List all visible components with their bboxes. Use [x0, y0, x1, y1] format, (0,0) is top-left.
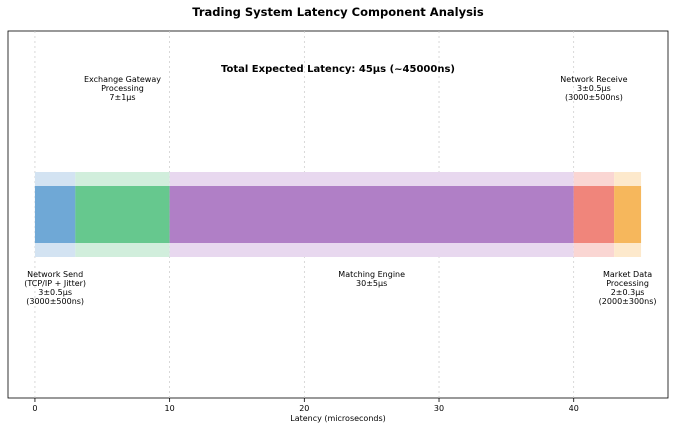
tick-label-30: 30 — [434, 404, 444, 413]
total-latency-annotation: Total Expected Latency: 45μs (~45000ns) — [221, 64, 455, 75]
latency-bars — [34, 186, 642, 243]
tick-label-0: 0 — [32, 404, 37, 413]
x-axis-ticks: 0 10 20 30 40 — [32, 398, 579, 413]
bar-market-data-processing — [614, 186, 642, 243]
bar-exchange-gateway-processing — [75, 186, 170, 243]
plot-frame — [7, 30, 669, 399]
bar-network-send — [34, 186, 76, 243]
tick-label-40: 40 — [569, 404, 579, 413]
bar-network-receive — [573, 186, 615, 243]
label-exchange-gateway-processing: Exchange Gateway Processing 7±1μs — [84, 75, 161, 102]
gridlines — [34, 31, 575, 398]
chart-title: Trading System Latency Component Analysi… — [192, 5, 484, 19]
label-network-send: Network Send (TCP/IP + Jitter) 3±0.5μs (300… — [24, 270, 86, 306]
tick-label-10: 10 — [165, 404, 175, 413]
label-network-receive: Network Receive 3±0.5μs (3000±500ns) — [560, 75, 627, 102]
bar-matching-engine — [169, 186, 574, 243]
label-matching-engine: Matching Engine 30±5μs — [338, 270, 405, 288]
x-axis-label: Latency (microseconds) — [290, 414, 386, 423]
component-labels: Network Send (TCP/IP + Jitter) 3±0.5μs (300… — [24, 75, 656, 306]
tick-label-20: 20 — [299, 404, 309, 413]
label-market-data-processing: Market Data Processing 2±0.3μs (2000±300ns) — [599, 270, 657, 306]
